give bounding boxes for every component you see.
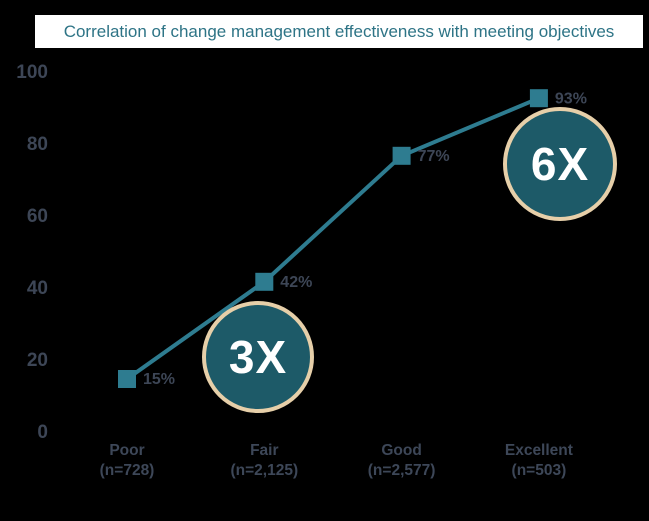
data-point-marker — [392, 146, 411, 165]
x-category-n-count: (n=728) — [99, 462, 155, 479]
x-category-label: Excellent (n=503) — [469, 441, 609, 481]
x-category-n-count: (n=2,125) — [230, 462, 299, 479]
x-category-label: Poor (n=728) — [57, 441, 197, 481]
x-category-n-count: (n=503) — [511, 462, 567, 479]
y-tick-label: 0 — [37, 422, 48, 443]
data-point-label: 15% — [143, 371, 175, 388]
data-point-label: 42% — [280, 274, 312, 291]
y-tick-label: 20 — [26, 350, 48, 371]
y-tick-label: 60 — [26, 206, 48, 227]
multiplier-badge-label: 3X — [228, 331, 288, 383]
x-category-name: Excellent — [504, 442, 573, 459]
line-series — [125, 96, 541, 381]
multiplier-badge: 6X — [503, 107, 617, 221]
x-category-n-count: (n=2,577) — [367, 462, 436, 479]
x-category-label: Fair (n=2,125) — [194, 441, 334, 481]
multiplier-badge-label: 6X — [530, 138, 590, 190]
x-category-name: Fair — [250, 442, 279, 459]
multiplier-badge: 3X — [202, 301, 314, 413]
x-category-name: Good — [381, 442, 422, 459]
y-tick-label: 40 — [26, 278, 48, 299]
chart-title-text: Correlation of change management effecti… — [63, 21, 615, 41]
y-tick-label: 100 — [16, 62, 48, 83]
data-point-label: 93% — [555, 90, 587, 107]
data-point-marker — [529, 89, 548, 108]
chart-title: Correlation of change management effecti… — [35, 15, 643, 48]
data-point-marker — [255, 272, 274, 291]
data-point-label: 77% — [418, 148, 450, 165]
data-point-marker — [118, 370, 136, 388]
y-tick-label: 80 — [26, 134, 48, 155]
x-category-label: Good (n=2,577) — [332, 441, 472, 481]
x-category-name: Poor — [109, 442, 145, 459]
